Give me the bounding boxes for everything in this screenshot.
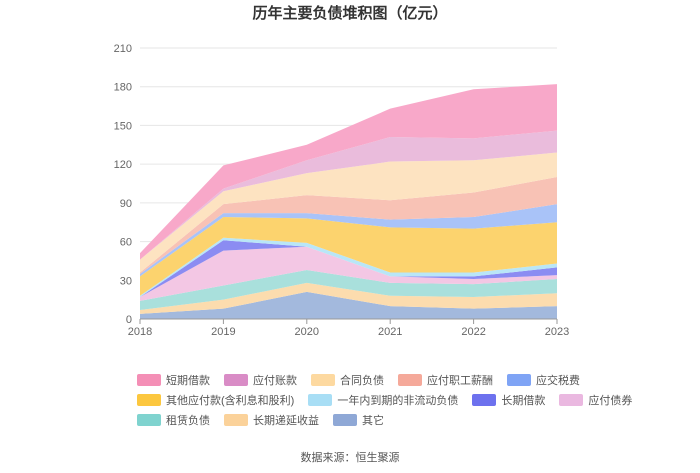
legend-item[interactable]: 租赁负债: [137, 412, 210, 428]
area-应付账款: [140, 130, 557, 260]
legend-label: 合同负债: [340, 375, 384, 387]
legend-item[interactable]: 应付职工薪酬: [398, 372, 493, 388]
legend-item[interactable]: 其他应付款(含利息和股利): [137, 392, 294, 408]
data-source-note: 数据来源：恒生聚源: [300, 452, 400, 464]
legend-item[interactable]: 应交税费: [507, 372, 580, 388]
area-其他应付款(含利息和股利): [140, 217, 557, 296]
stacked-area-chart: 0 30 60 90 120 150 180 210 2018 2019 2020 2021 2022 2…: [114, 43, 570, 338]
area-应交税费: [140, 204, 557, 277]
y-tick-label: 30: [120, 275, 132, 287]
legend-item[interactable]: 短期借款: [137, 372, 210, 388]
legend-swatch: [311, 374, 335, 386]
x-tick-label: 2020: [295, 326, 319, 338]
chart-title: 历年主要负债堆积图（亿元）: [252, 5, 448, 22]
legend-item[interactable]: 长期递延收益: [224, 412, 319, 428]
legend-label: 应付账款: [253, 375, 297, 387]
legend-swatch: [398, 374, 422, 386]
legend-swatch: [507, 374, 531, 386]
legend-row: 其他应付款(含利息和股利) 一年内到期的非流动负债 长期借款 应付债券: [137, 390, 632, 410]
legend-swatch: [137, 394, 161, 406]
area-其它: [140, 291, 557, 319]
legend-label: 应付职工薪酬: [427, 375, 493, 387]
y-tick-label: 150: [114, 120, 132, 132]
legend-item[interactable]: 应付账款: [224, 372, 297, 388]
legend-item[interactable]: 长期借款: [472, 392, 545, 408]
area-应付债券: [140, 246, 557, 301]
legend-label: 其他应付款(含利息和股利): [166, 395, 295, 407]
x-tick-label: 2023: [545, 326, 569, 338]
area-长期递延收益: [140, 282, 557, 314]
area-合同负债: [140, 152, 557, 273]
legend-swatch: [308, 394, 333, 406]
x-tick-label: 2022: [461, 326, 485, 338]
legend-swatch: [224, 374, 248, 386]
y-tick-label: 210: [114, 43, 132, 55]
area-短期借款: [140, 84, 557, 260]
legend-item[interactable]: 其它: [333, 412, 384, 428]
x-tick-label: 2021: [378, 326, 402, 338]
legend-label: 短期借款: [166, 375, 210, 387]
legend-row: 短期借款 应付账款 合同负债 应付职工薪酬 应交税费: [137, 370, 617, 390]
legend-label: 其它: [362, 415, 384, 427]
legend-item[interactable]: 一年内到期的非流动负债: [308, 392, 458, 408]
legend-label: 一年内到期的非流动负债: [337, 395, 459, 407]
chart-legend: 短期借款 应付账款 合同负债 应付职工薪酬 应交税费其他应付款(含利息和股利) 一年内到期…: [137, 370, 632, 430]
x-tick-label: 2018: [128, 326, 152, 338]
legend-label: 租赁负债: [166, 415, 210, 427]
area-租赁负债: [140, 269, 557, 310]
legend-label: 应交税费: [536, 375, 580, 387]
legend-swatch: [137, 414, 161, 426]
y-tick-label: 90: [120, 198, 132, 210]
legend-item[interactable]: 应付债券: [559, 392, 632, 408]
legend-swatch: [137, 374, 161, 386]
legend-swatch: [224, 414, 248, 426]
y-tick-label: 180: [114, 82, 132, 94]
legend-label: 应付债券: [588, 395, 633, 407]
area-应付职工薪酬: [140, 177, 557, 274]
legend-label: 长期借款: [501, 395, 546, 407]
legend-swatch: [559, 394, 584, 406]
y-tick-label: 120: [114, 159, 132, 171]
y-tick-label: 0: [126, 314, 132, 326]
legend-item[interactable]: 合同负债: [311, 372, 384, 388]
legend-label: 长期递延收益: [253, 415, 319, 427]
legend-row: 租赁负债 长期递延收益 其它: [137, 410, 617, 430]
y-tick-label: 60: [120, 237, 132, 249]
legend-swatch: [472, 394, 497, 406]
legend-swatch: [333, 414, 357, 426]
x-tick-label: 2019: [211, 326, 235, 338]
